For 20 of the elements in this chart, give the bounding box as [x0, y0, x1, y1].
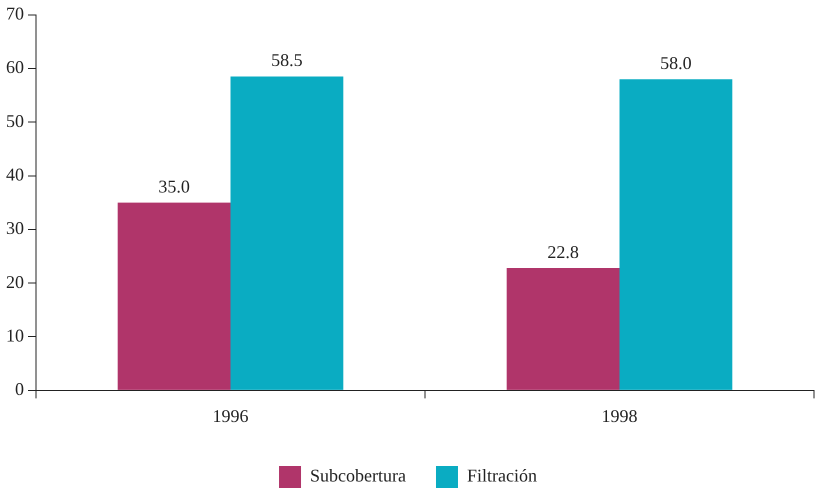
y-tick-label: 40 — [6, 164, 24, 185]
bar — [620, 79, 732, 390]
x-tick-label: 1996 — [212, 406, 248, 426]
y-tick-label: 30 — [6, 218, 24, 238]
legend-label: Subcobertura — [310, 466, 406, 486]
y-tick-label: 60 — [6, 57, 24, 78]
bar — [230, 76, 344, 390]
bar — [118, 202, 230, 390]
legend-label: Filtración — [466, 466, 537, 486]
x-tick-label: 1998 — [602, 406, 638, 426]
bar — [506, 268, 620, 390]
y-tick-label: 0 — [15, 379, 24, 400]
y-tick-label: 50 — [6, 110, 24, 131]
y-tick-label: 10 — [6, 325, 24, 346]
y-tick-label: 20 — [6, 272, 24, 292]
data-label: 22.8 — [547, 242, 579, 262]
data-label: 35.0 — [158, 176, 190, 196]
y-tick-label: 70 — [6, 4, 24, 24]
data-label: 58.5 — [271, 50, 303, 70]
data-label: 58.0 — [660, 52, 692, 73]
